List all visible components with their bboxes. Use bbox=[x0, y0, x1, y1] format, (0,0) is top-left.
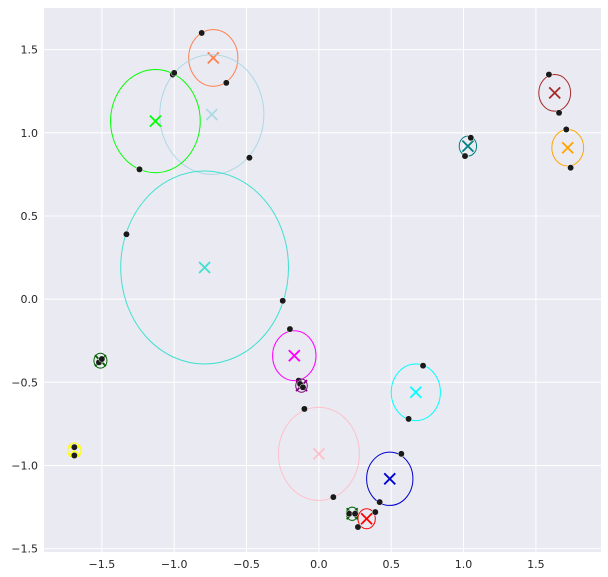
y-tick-label: 1.0 bbox=[21, 127, 39, 140]
data-point bbox=[345, 510, 353, 518]
cluster-circle bbox=[295, 378, 308, 393]
cluster-circle bbox=[277, 406, 360, 501]
x-tick-label: 0.0 bbox=[310, 558, 328, 571]
data-point bbox=[376, 498, 384, 506]
data-point bbox=[286, 325, 294, 333]
centroid-marker bbox=[312, 447, 326, 460]
cluster-0 bbox=[188, 29, 239, 87]
data-point bbox=[70, 443, 78, 451]
y-tick-label: −0.5 bbox=[11, 376, 38, 389]
y-tick-label: −1.5 bbox=[11, 543, 38, 556]
cluster-13 bbox=[551, 125, 585, 172]
cluster-circle bbox=[110, 69, 201, 174]
y-axis-ticks: −1.5 −1.0 −0.5 0.0 0.5 1.0 1.5 bbox=[11, 44, 38, 556]
cluster-circle bbox=[366, 451, 414, 506]
cluster-circle bbox=[188, 29, 239, 87]
data-point bbox=[567, 164, 575, 172]
cluster-7 bbox=[390, 362, 441, 423]
data-point bbox=[70, 452, 78, 459]
cluster-circle bbox=[159, 54, 265, 175]
cluster-12 bbox=[538, 71, 572, 117]
x-tick-label: 1.0 bbox=[455, 558, 473, 571]
data-point bbox=[545, 71, 553, 78]
data-point bbox=[123, 230, 130, 238]
plot-area bbox=[44, 8, 601, 552]
data-point bbox=[222, 79, 230, 87]
cluster-3 bbox=[120, 170, 290, 365]
data-point bbox=[405, 415, 413, 423]
cluster-circle bbox=[538, 74, 572, 112]
data-point bbox=[329, 493, 337, 501]
x-tick-label: 0.5 bbox=[382, 558, 400, 571]
x-tick-label: −1.0 bbox=[161, 558, 188, 571]
cluster-5 bbox=[295, 378, 308, 393]
cluster-14 bbox=[93, 352, 108, 369]
centroid-marker bbox=[409, 386, 422, 399]
cluster-4 bbox=[272, 325, 317, 385]
data-point bbox=[279, 297, 287, 305]
data-point bbox=[354, 523, 362, 531]
data-point bbox=[245, 154, 253, 162]
cluster-11 bbox=[458, 134, 478, 160]
centroid-marker bbox=[360, 512, 373, 525]
centroid-marker bbox=[548, 86, 561, 99]
y-tick-label: 0.5 bbox=[21, 210, 39, 223]
x-tick-label: 1.5 bbox=[527, 558, 545, 571]
data-point bbox=[461, 152, 469, 160]
centroid-marker bbox=[561, 141, 574, 154]
x-tick-label: −0.5 bbox=[233, 558, 260, 571]
x-axis-ticks: −1.5 −1.0 −0.5 0.0 0.5 1.0 1.5 bbox=[89, 558, 545, 571]
clusters bbox=[67, 29, 585, 531]
centroid-marker bbox=[383, 472, 396, 485]
data-point bbox=[555, 109, 563, 117]
y-tick-label: −1.0 bbox=[11, 459, 38, 472]
cluster-15 bbox=[67, 442, 82, 459]
centroid-marker bbox=[205, 108, 218, 121]
cluster-2 bbox=[110, 69, 201, 174]
centroid-marker bbox=[149, 114, 162, 128]
centroid-marker bbox=[461, 139, 475, 153]
cluster-6 bbox=[277, 405, 360, 501]
data-point bbox=[371, 508, 379, 516]
data-point bbox=[198, 29, 206, 37]
data-point bbox=[397, 450, 405, 458]
data-point bbox=[419, 362, 427, 370]
data-point bbox=[299, 383, 307, 391]
cluster-circle bbox=[93, 352, 108, 369]
data-point bbox=[351, 510, 359, 518]
data-point bbox=[136, 165, 143, 173]
y-tick-label: 0.0 bbox=[21, 293, 39, 306]
data-point bbox=[98, 355, 106, 363]
cluster-8 bbox=[366, 450, 414, 506]
data-point bbox=[467, 134, 475, 142]
cluster-10 bbox=[345, 506, 359, 521]
cluster-circle bbox=[120, 170, 290, 365]
y-tick-label: 1.5 bbox=[21, 44, 39, 57]
data-point bbox=[300, 405, 308, 413]
centroid-marker bbox=[288, 349, 301, 362]
data-point bbox=[562, 125, 570, 133]
centroid-marker bbox=[198, 261, 211, 274]
x-tick-label: −1.5 bbox=[89, 558, 116, 571]
grid bbox=[44, 8, 601, 552]
cluster-circle bbox=[272, 330, 317, 382]
cluster-circle bbox=[390, 363, 441, 422]
cluster-1 bbox=[159, 54, 265, 175]
data-point bbox=[170, 69, 178, 77]
